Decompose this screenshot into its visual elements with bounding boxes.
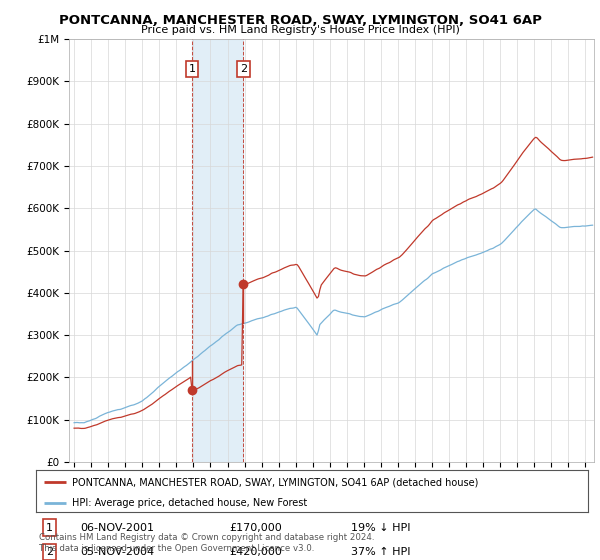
Text: 1: 1 <box>188 64 196 74</box>
Text: Price paid vs. HM Land Registry's House Price Index (HPI): Price paid vs. HM Land Registry's House … <box>140 25 460 35</box>
Text: HPI: Average price, detached house, New Forest: HPI: Average price, detached house, New … <box>72 498 307 508</box>
Text: 2: 2 <box>239 64 247 74</box>
Text: £420,000: £420,000 <box>229 547 282 557</box>
Bar <box>192 39 243 462</box>
Text: £170,000: £170,000 <box>229 522 282 533</box>
Text: 37% ↑ HPI: 37% ↑ HPI <box>350 547 410 557</box>
Text: 06-NOV-2001: 06-NOV-2001 <box>80 522 154 533</box>
Text: PONTCANNA, MANCHESTER ROAD, SWAY, LYMINGTON, SO41 6AP (detached house): PONTCANNA, MANCHESTER ROAD, SWAY, LYMING… <box>72 477 478 487</box>
Text: Contains HM Land Registry data © Crown copyright and database right 2024.
This d: Contains HM Land Registry data © Crown c… <box>39 533 374 553</box>
Text: 2: 2 <box>46 547 53 557</box>
Text: 05-NOV-2004: 05-NOV-2004 <box>80 547 154 557</box>
Text: PONTCANNA, MANCHESTER ROAD, SWAY, LYMINGTON, SO41 6AP: PONTCANNA, MANCHESTER ROAD, SWAY, LYMING… <box>59 14 541 27</box>
Text: 19% ↓ HPI: 19% ↓ HPI <box>350 522 410 533</box>
Text: 1: 1 <box>46 522 53 533</box>
